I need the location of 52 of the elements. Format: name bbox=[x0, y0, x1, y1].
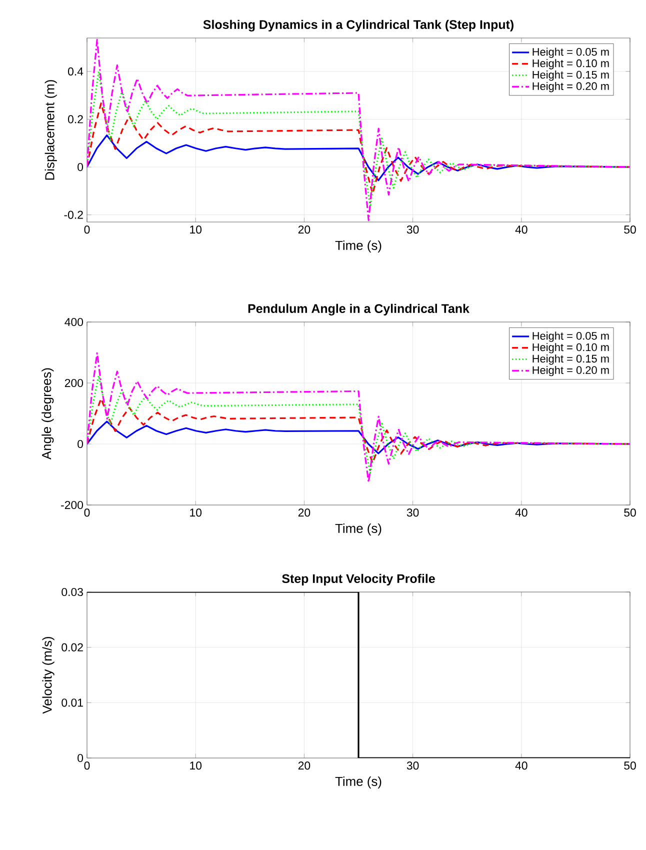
x-tick-label: 20 bbox=[298, 508, 310, 517]
y-tick-label: 0.4 bbox=[68, 67, 84, 76]
x-tick-label: 20 bbox=[298, 226, 310, 234]
x-tick-label: 0 bbox=[84, 226, 90, 234]
x-tick-label: 50 bbox=[624, 762, 636, 770]
line-series bbox=[87, 398, 630, 464]
y-tick-label: 0.2 bbox=[68, 115, 83, 124]
x-tick-label: 10 bbox=[190, 508, 202, 517]
x-tick-label: 50 bbox=[624, 508, 636, 517]
legend-label: Height = 0.15 m bbox=[532, 354, 609, 365]
x-tick-label: 0 bbox=[84, 762, 90, 770]
legend-label: Height = 0.05 m bbox=[532, 332, 609, 342]
x-axis-title: Time (s) bbox=[335, 240, 382, 253]
x-tick-label: 40 bbox=[515, 762, 528, 770]
y-tick-label: 0 bbox=[78, 754, 84, 762]
chart-title: Sloshing Dynamics in a Cylindrical Tank (Step Input) bbox=[203, 20, 514, 32]
line-series bbox=[87, 70, 630, 208]
y-tick-label: 0.01 bbox=[62, 698, 83, 707]
x-tick-label: 50 bbox=[624, 226, 636, 234]
x-tick-label: 30 bbox=[406, 762, 419, 770]
x-axis-title: Time (s) bbox=[335, 776, 382, 789]
y-tick-label: 0 bbox=[78, 162, 84, 172]
legend-label: Height = 0.15 m bbox=[532, 70, 609, 81]
line-series bbox=[87, 352, 630, 483]
legend-label: Height = 0.05 m bbox=[532, 48, 609, 58]
x-tick-label: 40 bbox=[515, 226, 528, 234]
chart-title: Pendulum Angle in a Cylindrical Tank bbox=[248, 304, 470, 316]
x-tick-label: 20 bbox=[298, 762, 310, 770]
y-axis-title: Displacement (m) bbox=[44, 80, 57, 180]
x-tick-label: 10 bbox=[190, 762, 202, 770]
x-tick-label: 30 bbox=[406, 226, 419, 234]
y-tick-label: -200 bbox=[61, 500, 84, 510]
y-tick-label: 0 bbox=[78, 440, 84, 448]
x-tick-label: 0 bbox=[84, 508, 90, 517]
y-tick-label: 0.03 bbox=[62, 588, 83, 596]
legend-label: Height = 0.10 m bbox=[532, 343, 609, 354]
x-tick-label: 10 bbox=[190, 226, 202, 234]
y-tick-label: 200 bbox=[64, 378, 84, 388]
x-tick-label: 30 bbox=[406, 508, 419, 517]
legend-label: Height = 0.20 m bbox=[532, 366, 609, 376]
legend-label: Height = 0.20 m bbox=[532, 82, 609, 92]
legend-label: Height = 0.10 m bbox=[532, 59, 609, 70]
y-tick-label: -0.2 bbox=[64, 210, 83, 219]
line-series bbox=[87, 38, 630, 222]
y-tick-label: 400 bbox=[64, 318, 84, 326]
y-tick-label: 0.02 bbox=[62, 643, 83, 652]
y-axis-title: Velocity (m/s) bbox=[42, 636, 54, 714]
chart-title: Step Input Velocity Profile bbox=[282, 574, 435, 586]
line-series bbox=[87, 102, 630, 195]
x-axis-title: Time (s) bbox=[335, 523, 382, 536]
y-axis-title: Angle (degrees) bbox=[42, 368, 54, 460]
x-tick-label: 40 bbox=[515, 508, 528, 517]
